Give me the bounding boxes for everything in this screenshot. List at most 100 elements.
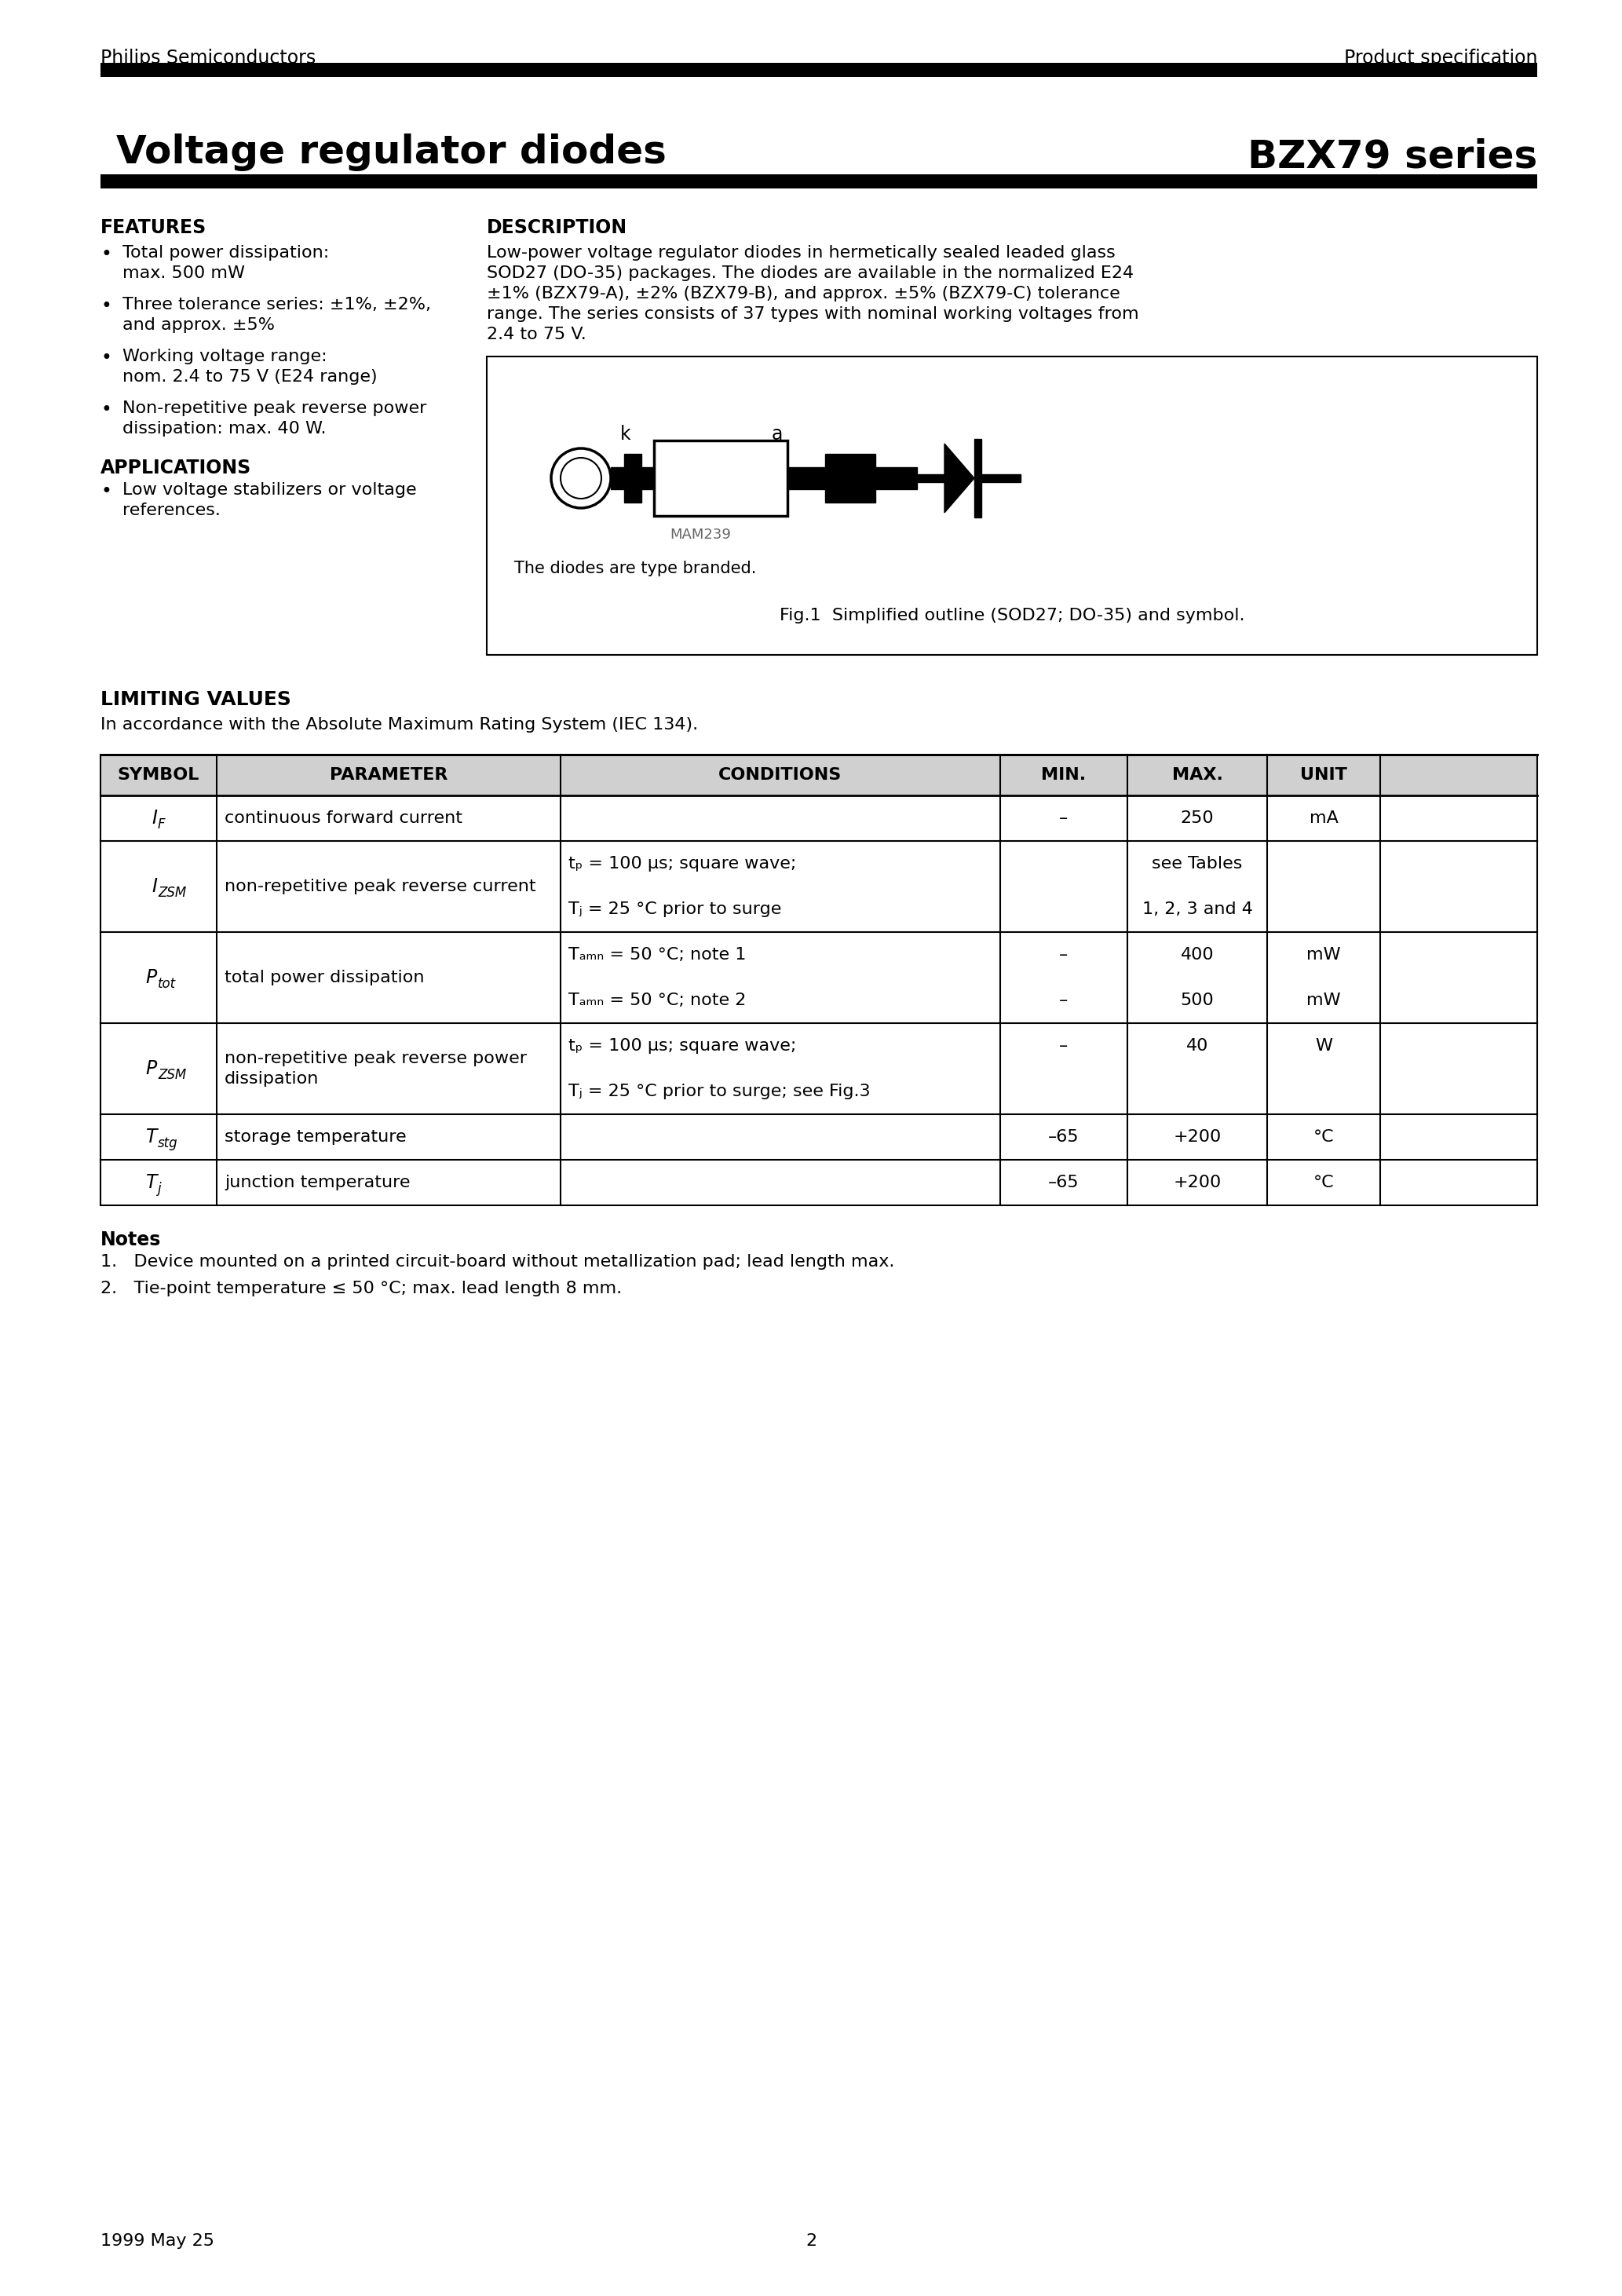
Text: a: a xyxy=(772,425,783,443)
Text: UNIT: UNIT xyxy=(1301,767,1348,783)
Text: 2: 2 xyxy=(806,2234,816,2248)
Text: stg: stg xyxy=(157,1137,178,1150)
Text: °C: °C xyxy=(1314,1176,1335,1189)
Text: tot: tot xyxy=(157,976,175,992)
Text: T: T xyxy=(146,1127,157,1146)
Bar xyxy=(101,794,1538,840)
Text: nom. 2.4 to 75 V (E24 range): nom. 2.4 to 75 V (E24 range) xyxy=(123,370,378,386)
Bar xyxy=(902,475,947,482)
Text: Notes: Notes xyxy=(101,1231,161,1249)
Text: 1999 May 25: 1999 May 25 xyxy=(101,2234,214,2248)
Text: Three tolerance series: ±1%, ±2%,: Three tolerance series: ±1%, ±2%, xyxy=(123,296,431,312)
Text: W: W xyxy=(1315,1038,1332,1054)
Text: •: • xyxy=(101,400,112,420)
Text: DESCRIPTION: DESCRIPTION xyxy=(487,218,628,236)
Text: non-repetitive peak reverse current: non-repetitive peak reverse current xyxy=(224,879,535,895)
Text: MAX.: MAX. xyxy=(1171,767,1223,783)
Text: CONDITIONS: CONDITIONS xyxy=(719,767,842,783)
Bar xyxy=(876,466,916,489)
Text: dissipation: max. 40 W.: dissipation: max. 40 W. xyxy=(123,420,326,436)
Text: references.: references. xyxy=(123,503,221,519)
Text: 2.4 to 75 V.: 2.4 to 75 V. xyxy=(487,326,586,342)
Bar xyxy=(101,1114,1538,1159)
Bar xyxy=(611,466,624,489)
Text: LIMITING VALUES: LIMITING VALUES xyxy=(101,691,292,709)
Text: I: I xyxy=(151,808,157,827)
Text: Philips Semiconductors: Philips Semiconductors xyxy=(101,48,316,67)
Text: Low voltage stabilizers or voltage: Low voltage stabilizers or voltage xyxy=(123,482,417,498)
Text: PARAMETER: PARAMETER xyxy=(329,767,448,783)
Bar xyxy=(101,62,1538,78)
Text: MAM239: MAM239 xyxy=(670,528,732,542)
Text: 40: 40 xyxy=(1186,1038,1208,1054)
Text: 2.   Tie-point temperature ≤ 50 °C; max. lead length 8 mm.: 2. Tie-point temperature ≤ 50 °C; max. l… xyxy=(101,1281,621,1297)
Text: °C: °C xyxy=(1314,1130,1335,1146)
Text: dissipation: dissipation xyxy=(224,1070,320,1086)
Text: F: F xyxy=(157,817,165,831)
Text: see Tables: see Tables xyxy=(1152,856,1242,872)
Text: storage temperature: storage temperature xyxy=(224,1130,407,1146)
Bar xyxy=(101,755,1538,794)
Text: P: P xyxy=(146,969,157,987)
Text: •: • xyxy=(101,246,112,264)
Bar xyxy=(654,441,787,517)
Text: SOD27 (DO-35) packages. The diodes are available in the normalized E24: SOD27 (DO-35) packages. The diodes are a… xyxy=(487,266,1134,280)
Text: junction temperature: junction temperature xyxy=(224,1176,410,1189)
Text: –: – xyxy=(1059,946,1069,962)
Text: range. The series consists of 37 types with nominal working voltages from: range. The series consists of 37 types w… xyxy=(487,305,1139,321)
Text: ±1% (BZX79-A), ±2% (BZX79-B), and approx. ±5% (BZX79-C) tolerance: ±1% (BZX79-A), ±2% (BZX79-B), and approx… xyxy=(487,285,1121,301)
Text: tₚ = 100 μs; square wave;: tₚ = 100 μs; square wave; xyxy=(568,1038,796,1054)
Text: 500: 500 xyxy=(1181,992,1213,1008)
Text: •: • xyxy=(101,349,112,367)
Text: k: k xyxy=(620,425,631,443)
Bar xyxy=(641,466,654,489)
Text: 250: 250 xyxy=(1181,810,1213,827)
Bar xyxy=(101,932,1538,1024)
Text: mW: mW xyxy=(1307,992,1341,1008)
Text: I: I xyxy=(151,877,157,895)
Text: Non-repetitive peak reverse power: Non-repetitive peak reverse power xyxy=(123,400,427,416)
Text: mA: mA xyxy=(1309,810,1338,827)
Text: max. 500 mW: max. 500 mW xyxy=(123,266,245,280)
Bar xyxy=(981,475,1020,482)
Text: –: – xyxy=(1059,992,1069,1008)
Polygon shape xyxy=(944,443,975,512)
Text: and approx. ±5%: and approx. ±5% xyxy=(123,317,274,333)
Text: BZX79 series: BZX79 series xyxy=(1247,138,1538,174)
Bar xyxy=(826,455,876,503)
Text: total power dissipation: total power dissipation xyxy=(224,969,425,985)
Bar xyxy=(624,455,641,503)
Text: SYMBOL: SYMBOL xyxy=(118,767,200,783)
Text: –: – xyxy=(1059,810,1069,827)
Text: P: P xyxy=(146,1058,157,1079)
Text: –: – xyxy=(1059,1038,1069,1054)
Text: Tₐₘₙ = 50 °C; note 1: Tₐₘₙ = 50 °C; note 1 xyxy=(568,946,746,962)
Bar xyxy=(787,466,826,489)
Text: T: T xyxy=(146,1173,157,1192)
Text: –65: –65 xyxy=(1048,1176,1079,1189)
Text: j: j xyxy=(157,1182,162,1196)
Text: In accordance with the Absolute Maximum Rating System (IEC 134).: In accordance with the Absolute Maximum … xyxy=(101,716,697,732)
Text: Product specification: Product specification xyxy=(1343,48,1538,67)
Text: Working voltage range:: Working voltage range: xyxy=(123,349,328,365)
Text: tₚ = 100 μs; square wave;: tₚ = 100 μs; square wave; xyxy=(568,856,796,872)
Bar xyxy=(487,356,1538,654)
Bar xyxy=(101,1024,1538,1114)
Text: FEATURES: FEATURES xyxy=(101,218,206,236)
Text: Fig.1  Simplified outline (SOD27; DO-35) and symbol.: Fig.1 Simplified outline (SOD27; DO-35) … xyxy=(780,608,1244,625)
Text: •: • xyxy=(101,296,112,315)
Text: –65: –65 xyxy=(1048,1130,1079,1146)
Text: ZSM: ZSM xyxy=(157,886,187,900)
Bar xyxy=(101,174,1538,188)
Text: +200: +200 xyxy=(1173,1176,1221,1189)
Text: APPLICATIONS: APPLICATIONS xyxy=(101,459,251,478)
Text: Total power dissipation:: Total power dissipation: xyxy=(123,246,329,262)
Text: +200: +200 xyxy=(1173,1130,1221,1146)
Bar xyxy=(975,439,981,517)
Text: Low-power voltage regulator diodes in hermetically sealed leaded glass: Low-power voltage regulator diodes in he… xyxy=(487,246,1116,262)
Text: Voltage regulator diodes: Voltage regulator diodes xyxy=(117,133,667,172)
Text: ZSM: ZSM xyxy=(157,1068,187,1081)
Text: Tⱼ = 25 °C prior to surge: Tⱼ = 25 °C prior to surge xyxy=(568,902,782,916)
Text: mW: mW xyxy=(1307,946,1341,962)
Text: Tⱼ = 25 °C prior to surge; see Fig.3: Tⱼ = 25 °C prior to surge; see Fig.3 xyxy=(568,1084,871,1100)
